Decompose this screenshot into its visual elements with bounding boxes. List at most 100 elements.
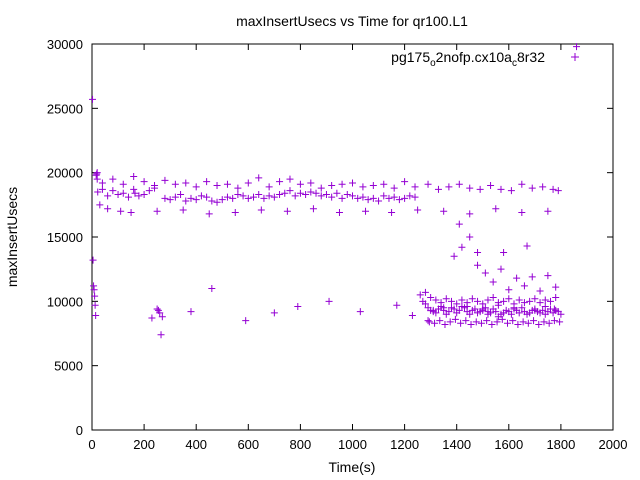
data-point xyxy=(130,173,138,181)
data-point xyxy=(140,178,148,186)
data-point xyxy=(234,184,242,192)
data-point xyxy=(255,174,263,182)
data-point xyxy=(474,261,482,269)
data-point xyxy=(231,209,239,217)
data-point xyxy=(526,297,534,305)
data-point xyxy=(380,180,388,188)
x-tick-label: 400 xyxy=(185,437,207,452)
data-point xyxy=(130,185,138,193)
data-point xyxy=(157,331,165,339)
data-point xyxy=(208,284,216,292)
data-point xyxy=(505,286,513,294)
data-point xyxy=(223,193,231,201)
data-point xyxy=(455,220,463,228)
data-point xyxy=(89,256,97,264)
data-point xyxy=(229,194,237,202)
x-tick-label: 200 xyxy=(133,437,155,452)
data-point xyxy=(497,185,505,193)
data-point xyxy=(466,233,474,241)
data-point xyxy=(93,170,101,178)
data-point xyxy=(390,193,398,201)
data-point xyxy=(395,196,403,204)
data-point xyxy=(90,282,98,290)
data-point xyxy=(296,180,304,188)
data-point xyxy=(213,198,221,206)
data-point xyxy=(557,310,565,318)
data-point xyxy=(450,305,458,313)
data-point xyxy=(153,207,161,215)
data-point xyxy=(276,178,284,186)
data-point xyxy=(447,297,455,305)
data-point xyxy=(385,194,393,202)
data-point xyxy=(539,183,547,191)
x-tick-label: 2000 xyxy=(599,437,628,452)
data-point xyxy=(349,192,356,200)
data-point xyxy=(528,184,536,192)
data-point xyxy=(520,282,528,290)
data-point xyxy=(493,318,501,326)
data-point xyxy=(380,192,388,200)
data-point xyxy=(161,194,169,202)
data-point xyxy=(442,295,450,303)
data-point xyxy=(244,194,252,202)
data-point xyxy=(450,252,458,260)
data-point xyxy=(388,209,396,217)
data-point xyxy=(436,317,444,325)
data-point xyxy=(484,296,492,304)
x-tick-label: 1400 xyxy=(442,437,471,452)
data-point xyxy=(424,180,432,188)
data-point xyxy=(117,207,125,215)
data-point xyxy=(535,320,543,328)
data-point xyxy=(158,313,166,321)
data-point xyxy=(530,317,538,325)
data-point xyxy=(151,182,159,190)
data-point xyxy=(208,197,216,205)
legend: pg175o2nofp.cx10ac8r32 xyxy=(391,49,579,69)
y-tick-label: 10000 xyxy=(47,294,83,309)
data-point xyxy=(474,297,482,305)
data-point xyxy=(440,207,448,215)
data-point xyxy=(338,180,346,188)
data-point xyxy=(96,201,104,209)
data-point xyxy=(92,311,100,319)
data-point xyxy=(431,319,439,327)
data-point xyxy=(474,248,482,256)
y-tick-label: 30000 xyxy=(47,37,83,52)
x-tick-label: 0 xyxy=(88,437,95,452)
x-tick-label: 800 xyxy=(290,437,312,452)
data-point xyxy=(166,196,174,204)
data-point xyxy=(250,193,258,201)
data-point xyxy=(177,191,185,199)
data-point xyxy=(541,296,549,304)
data-point xyxy=(338,194,346,202)
data-point xyxy=(510,304,518,312)
data-point xyxy=(466,210,474,218)
data-point xyxy=(552,283,560,291)
data-point xyxy=(421,288,429,296)
y-tick-label: 25000 xyxy=(47,101,83,116)
data-point xyxy=(518,304,526,312)
data-point xyxy=(171,193,179,201)
data-point xyxy=(307,179,315,187)
data-point xyxy=(93,175,101,183)
data-point xyxy=(93,169,101,177)
data-point xyxy=(401,178,409,186)
data-point xyxy=(552,293,560,301)
data-point xyxy=(424,317,432,325)
data-point xyxy=(239,192,247,200)
data-point xyxy=(223,180,231,188)
data-point xyxy=(94,188,102,196)
data-point xyxy=(505,295,513,303)
data-point xyxy=(481,269,489,277)
data-point xyxy=(255,191,263,199)
data-point xyxy=(161,176,169,184)
y-axis-label: maxInsertUsecs xyxy=(4,187,20,287)
data-point xyxy=(131,189,139,197)
data-point xyxy=(307,188,315,196)
data-point xyxy=(369,182,377,190)
data-point xyxy=(124,193,132,201)
data-point xyxy=(283,207,291,215)
data-point xyxy=(322,191,330,199)
data-point xyxy=(359,183,367,191)
